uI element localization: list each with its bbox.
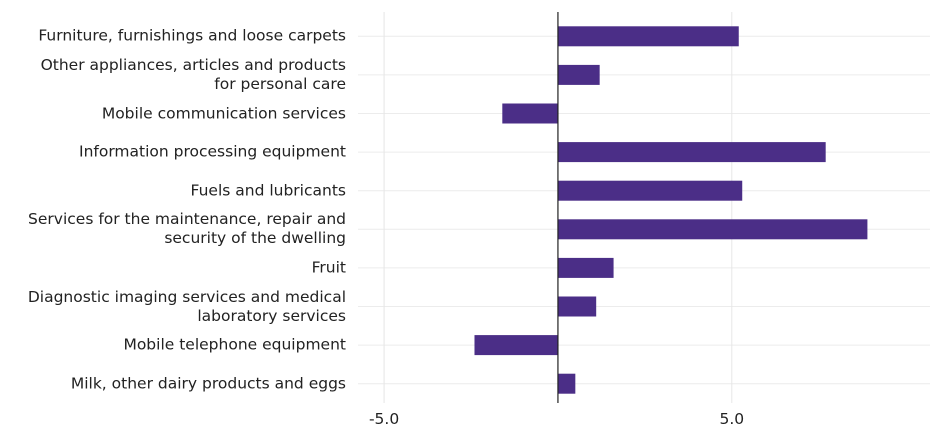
bar	[557, 257, 614, 278]
bar	[557, 296, 597, 317]
bar	[557, 373, 576, 394]
bar	[474, 335, 558, 356]
y-tick-label: Diagnostic imaging services and medical …	[27, 287, 346, 325]
y-tick-label: Services for the maintenance, repair and…	[28, 210, 346, 248]
bar	[502, 103, 558, 124]
y-tick-label: Furniture, furnishings and loose carpets	[38, 26, 346, 45]
bar	[557, 219, 868, 240]
y-tick-label: Mobile communication services	[101, 104, 346, 122]
y-tick-label: Fruit	[311, 258, 346, 277]
bar	[557, 180, 743, 201]
x-tick-label: -5.0	[368, 410, 400, 428]
bar	[557, 64, 600, 85]
x-tick-label: 5.0	[719, 410, 745, 428]
bar	[557, 142, 826, 163]
y-tick-label: Mobile telephone equipment	[123, 335, 346, 354]
y-tick-label: Fuels and lubricants	[190, 181, 346, 200]
y-tick-label: Milk, other dairy products and eggs	[70, 374, 346, 393]
bar	[557, 26, 739, 47]
y-tick-label: Other appliances, articles and products …	[40, 55, 346, 93]
y-tick-label: Information processing equipment	[79, 142, 346, 161]
